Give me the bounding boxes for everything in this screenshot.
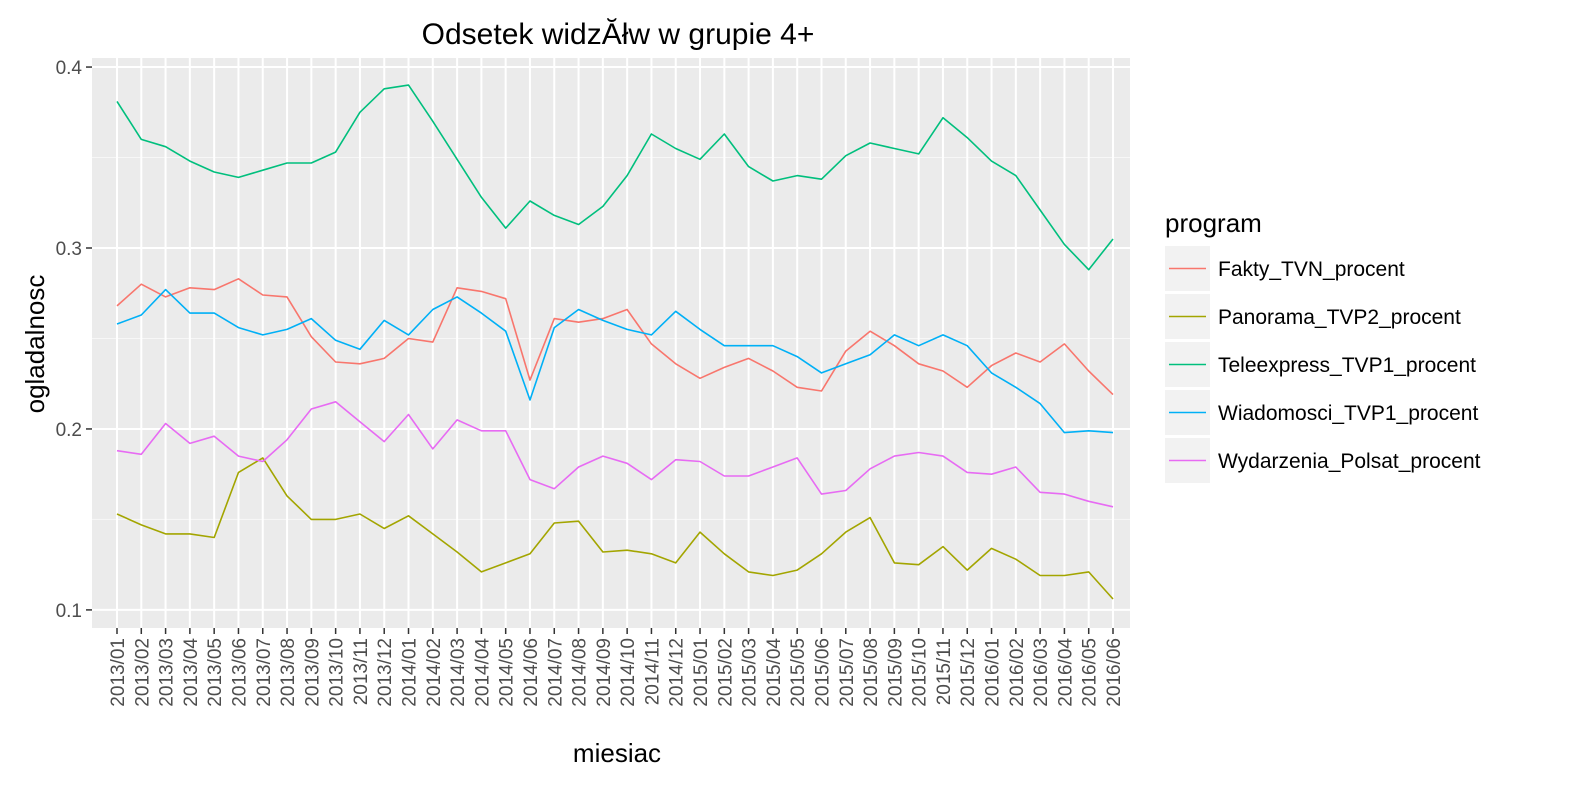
series-line-wydarzenia-polsat-procent — [116, 400, 1114, 508]
x-tick-label: 2015/10 — [910, 638, 931, 707]
legend-items: Fakty_TVN_procent Panorama_TVP2_procent Te… — [1165, 246, 1481, 483]
x-tick-label: 2013/05 — [205, 638, 226, 707]
chart-title: Odsetek widzĂłw w grupie 4+ — [422, 18, 815, 51]
x-tick-label: 2016/01 — [983, 638, 1004, 707]
x-tick-label: 2013/03 — [157, 638, 178, 707]
legend-item: Teleexpress_TVP1_procent — [1165, 342, 1476, 387]
x-tick-label: 2014/01 — [400, 638, 421, 707]
legend-title: program — [1165, 208, 1262, 238]
legend-label: Panorama_TVP2_procent — [1218, 306, 1461, 329]
x-tick-label: 2013/11 — [351, 638, 372, 705]
x-tick-label: 2015/11 — [934, 638, 955, 705]
x-tick-label: 2014/12 — [667, 638, 688, 707]
series-line-fakty-tvn-procent — [116, 277, 1114, 396]
x-tick-label: 2013/06 — [230, 638, 251, 707]
legend-label: Teleexpress_TVP1_procent — [1218, 354, 1476, 377]
x-tick-label: 2014/02 — [424, 638, 445, 707]
y-axis: 0.1 0.2 0.3 0.4 — [56, 58, 92, 622]
legend: program Fakty_TVN_procent Panorama_TVP2_p… — [1165, 208, 1481, 483]
x-tick-label: 2016/02 — [1007, 638, 1028, 707]
minor-gridlines — [92, 157, 1130, 520]
x-tick-label: 2015/12 — [958, 638, 979, 707]
x-tick-label: 2013/08 — [278, 638, 299, 707]
series-line-wiadomosci-tvp1-procent — [116, 288, 1114, 434]
x-tick-label: 2016/05 — [1080, 638, 1101, 707]
x-tick-label: 2015/01 — [691, 638, 712, 707]
plot-background — [92, 58, 1130, 628]
x-tick-label: 2014/11 — [642, 638, 663, 705]
x-tick-label: 2013/12 — [375, 638, 396, 707]
x-tick-label: 2014/04 — [472, 638, 493, 707]
x-tick-label: 2015/02 — [715, 638, 736, 707]
x-tick-label: 2015/05 — [788, 638, 809, 707]
legend-item: Wiadomosci_TVP1_procent — [1165, 390, 1478, 435]
series-line-panorama-tvp2-procent — [116, 457, 1114, 600]
x-tick-label: 2014/05 — [497, 638, 518, 707]
series-line-teleexpress-tvp1-procent — [116, 84, 1114, 271]
x-axis: 2013/01 2013/02 2013/03 2013/04 2013/05 2013/… — [108, 628, 1125, 707]
major-gridlines — [92, 58, 1130, 628]
legend-label: Wydarzenia_Polsat_procent — [1218, 450, 1481, 473]
x-tick-label: 2013/09 — [302, 638, 323, 707]
series-lines — [116, 84, 1114, 600]
x-tick-label: 2016/06 — [1104, 638, 1125, 707]
x-tick-label: 2016/03 — [1031, 638, 1052, 707]
legend-item: Panorama_TVP2_procent — [1165, 294, 1461, 339]
x-tick-label: 2013/01 — [108, 638, 129, 707]
x-tick-label: 2013/02 — [132, 638, 153, 707]
x-tick-label: 2015/07 — [837, 638, 858, 707]
x-tick-label: 2014/03 — [448, 638, 469, 707]
legend-item: Wydarzenia_Polsat_procent — [1165, 438, 1481, 483]
x-axis-title: miesiac — [573, 738, 661, 768]
y-axis-title: ogladalnosc — [20, 275, 50, 414]
x-tick-label: 2014/10 — [618, 638, 639, 707]
x-tick-label: 2016/04 — [1055, 638, 1076, 707]
x-tick-label: 2014/06 — [521, 638, 542, 707]
legend-item: Fakty_TVN_procent — [1165, 246, 1405, 291]
x-tick-label: 2015/03 — [740, 638, 761, 707]
legend-label: Wiadomosci_TVP1_procent — [1218, 402, 1478, 425]
x-tick-label: 2015/09 — [885, 638, 906, 707]
x-tick-label: 2014/07 — [545, 638, 566, 707]
x-tick-label: 2015/06 — [813, 638, 834, 707]
x-tick-label: 2013/07 — [254, 638, 275, 707]
y-tick-label: 0.1 — [56, 601, 82, 622]
x-tick-label: 2015/08 — [861, 638, 882, 707]
y-tick-label: 0.2 — [56, 420, 82, 441]
y-tick-label: 0.3 — [56, 239, 82, 260]
x-tick-label: 2015/04 — [764, 638, 785, 707]
x-tick-label: 2013/04 — [181, 638, 202, 707]
y-tick-label: 0.4 — [56, 58, 83, 79]
legend-label: Fakty_TVN_procent — [1218, 258, 1405, 281]
x-tick-label: 2014/08 — [570, 638, 591, 707]
x-tick-label: 2013/10 — [327, 638, 348, 707]
x-tick-label: 2014/09 — [594, 638, 615, 707]
